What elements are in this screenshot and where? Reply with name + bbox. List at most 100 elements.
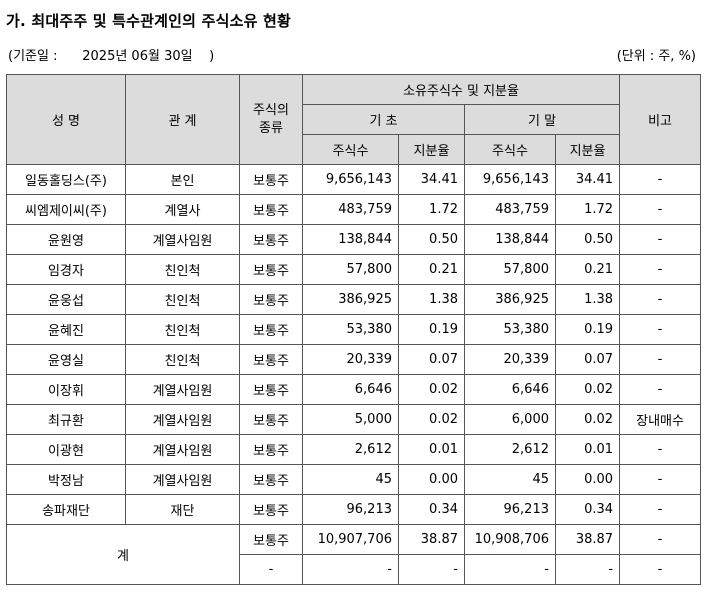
end-ratio: 0.02 — [554, 374, 621, 405]
holder-relation: 계열사임원 — [125, 404, 240, 435]
note: - — [619, 434, 702, 465]
holder-name: 박정남 — [6, 464, 126, 495]
table-row: 최규환 계열사임원 보통주 5,000 0.02 6,000 0.02 장내매수 — [6, 404, 702, 435]
total-stock-type: 보통주 — [239, 524, 303, 555]
stock-type: 보통주 — [239, 464, 303, 495]
begin-shares: 138,844 — [302, 224, 399, 255]
stock-type: 보통주 — [239, 164, 303, 195]
stock-type: 보통주 — [239, 194, 303, 225]
total-end-shares: 10,908,706 — [464, 524, 556, 555]
end-ratio: 34.41 — [554, 164, 621, 195]
begin-shares: 6,646 — [302, 374, 399, 405]
end-ratio: 1.72 — [554, 194, 621, 225]
stock-type: 보통주 — [239, 344, 303, 375]
total-row: ------ — [7, 554, 702, 585]
table-row: 임경자 친인척 보통주 57,800 0.21 57,800 0.21- — [6, 254, 702, 285]
note: 장내매수 — [619, 404, 702, 435]
total-label: 계 — [6, 524, 240, 585]
note: - — [619, 494, 702, 525]
holder-relation: 친인척 — [125, 254, 240, 285]
total-note: - — [619, 524, 702, 555]
end-shares: 6,000 — [464, 404, 556, 435]
begin-shares: 386,925 — [302, 284, 399, 315]
note: - — [619, 284, 702, 315]
total-row: 계 보통주 10,907,706 38.87 10,908,706 38.87- — [6, 524, 702, 585]
holder-name: 윤웅섭 — [6, 284, 126, 315]
note: - — [619, 464, 702, 495]
begin-ratio: 0.00 — [398, 464, 465, 495]
end-ratio: 0.02 — [554, 404, 621, 435]
total-note: - — [619, 554, 702, 585]
begin-shares: 57,800 — [302, 254, 399, 285]
note: - — [619, 374, 702, 405]
total-end-ratio: - — [554, 554, 621, 585]
end-shares: 9,656,143 — [464, 164, 556, 195]
table-row: 이광현 계열사임원 보통주 2,612 0.01 2,612 0.01- — [6, 434, 702, 465]
stock-type: 보통주 — [239, 224, 303, 255]
table-row: 씨엠제이씨(주) 계열사 보통주 483,759 1.72 483,759 1.72- — [6, 194, 702, 225]
holder-relation: 계열사임원 — [125, 224, 240, 255]
end-shares: 2,612 — [464, 434, 556, 465]
header-name: 성 명 — [6, 74, 126, 165]
holder-relation: 친인척 — [125, 284, 240, 315]
stock-type: 보통주 — [239, 434, 303, 465]
end-shares: 138,844 — [464, 224, 556, 255]
header-relation: 관 계 — [125, 74, 240, 165]
begin-shares: 483,759 — [302, 194, 399, 225]
note: - — [619, 224, 702, 255]
begin-ratio: 0.34 — [398, 494, 465, 525]
stock-type: 보통주 — [239, 314, 303, 345]
stock-type: 보통주 — [239, 374, 303, 405]
end-shares: 386,925 — [464, 284, 556, 315]
section-title: 가. 최대주주 및 특수관계인의 주식소유 현황 — [6, 12, 292, 30]
table-row: 송파재단 재단 보통주 96,213 0.34 96,213 0.34- — [6, 494, 702, 525]
holder-name: 윤혜진 — [6, 314, 126, 345]
begin-shares: 9,656,143 — [302, 164, 399, 195]
end-ratio: 0.00 — [554, 464, 621, 495]
table-row: 윤웅섭 친인척 보통주 386,925 1.38 386,925 1.38- — [6, 284, 702, 315]
holder-relation: 계열사 — [125, 194, 240, 225]
begin-shares: 45 — [302, 464, 399, 495]
end-shares: 483,759 — [464, 194, 556, 225]
begin-ratio: 0.02 — [398, 374, 465, 405]
header-end-shares: 주식수 — [464, 134, 556, 165]
end-ratio: 1.38 — [554, 284, 621, 315]
holder-relation: 친인척 — [125, 344, 240, 375]
begin-ratio: 0.07 — [398, 344, 465, 375]
holder-name: 이광현 — [6, 434, 126, 465]
holder-name: 임경자 — [6, 254, 126, 285]
header-begin-shares: 주식수 — [302, 134, 399, 165]
header-stock-type: 주식의 종류 — [239, 74, 303, 165]
holder-relation: 계열사임원 — [125, 374, 240, 405]
total-stock-type: - — [239, 554, 303, 585]
begin-ratio: 0.50 — [398, 224, 465, 255]
stock-type: 보통주 — [239, 404, 303, 435]
end-ratio: 0.21 — [554, 254, 621, 285]
header-begin-ratio: 지분율 — [398, 134, 465, 165]
stock-type: 보통주 — [239, 494, 303, 525]
holder-relation: 친인척 — [125, 314, 240, 345]
note: - — [619, 254, 702, 285]
end-shares: 96,213 — [464, 494, 556, 525]
shareholding-table: 성 명 관 계 주식의 종류 소유주식수 및 지분율 비고 기 초 기 말 주식… — [6, 74, 702, 585]
note: - — [619, 314, 702, 345]
header-begin: 기 초 — [302, 104, 465, 135]
table-row: 이장휘 계열사임원 보통주 6,646 0.02 6,646 0.02- — [6, 374, 702, 405]
holder-name: 윤원영 — [6, 224, 126, 255]
stock-type: 보통주 — [239, 254, 303, 285]
begin-ratio: 1.72 — [398, 194, 465, 225]
end-shares: 6,646 — [464, 374, 556, 405]
holder-relation: 계열사임원 — [125, 434, 240, 465]
holder-relation: 계열사임원 — [125, 464, 240, 495]
begin-ratio: 0.19 — [398, 314, 465, 345]
table-row: 윤원영 계열사임원 보통주 138,844 0.50 138,844 0.50- — [6, 224, 702, 255]
end-shares: 57,800 — [464, 254, 556, 285]
begin-ratio: 0.01 — [398, 434, 465, 465]
note: - — [619, 194, 702, 225]
holder-name: 일동홀딩스(주) — [6, 164, 126, 195]
total-begin-ratio: 38.87 — [398, 524, 465, 555]
unit-label: (단위 : 주, %) — [616, 49, 696, 64]
header-holdings: 소유주식수 및 지분율 — [301, 74, 621, 105]
stock-type: 보통주 — [239, 284, 303, 315]
header-end: 기 말 — [463, 104, 621, 135]
